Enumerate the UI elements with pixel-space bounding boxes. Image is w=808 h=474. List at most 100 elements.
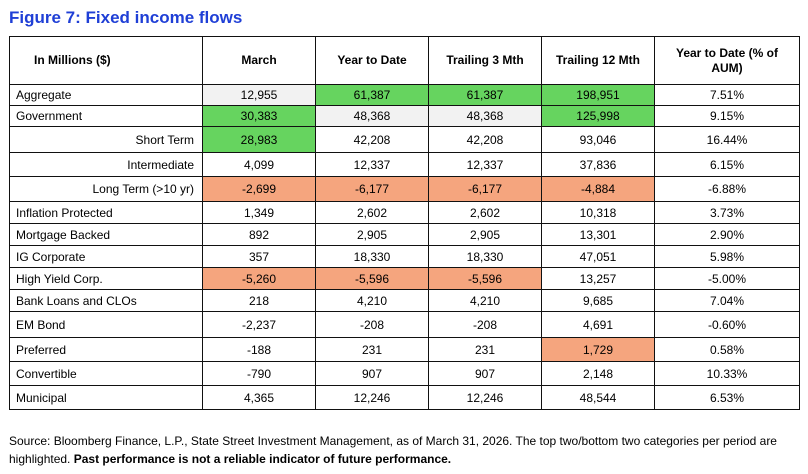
header-trailing-3: Trailing 3 Mth <box>428 36 542 85</box>
row-label: Long Term (>10 yr) <box>9 176 203 202</box>
row-label: Bank Loans and CLOs <box>9 289 203 312</box>
cell-ytd-aum: 10.33% <box>654 361 800 386</box>
row-label: High Yield Corp. <box>9 267 203 290</box>
cell-march: -5,260 <box>202 267 316 290</box>
cell-ytd-aum: -5.00% <box>654 267 800 290</box>
cell-trailing-3: 12,337 <box>428 152 542 177</box>
cell-trailing-3: 907 <box>428 361 542 386</box>
cell-trailing-12: 93,046 <box>541 126 655 153</box>
cell-ytd-aum: 6.15% <box>654 152 800 177</box>
header-row: In Millions ($) March Year to Date Trail… <box>9 36 800 85</box>
cell-trailing-12: -4,884 <box>541 176 655 202</box>
cell-march: 4,099 <box>202 152 316 177</box>
header-trailing-12: Trailing 12 Mth <box>541 36 655 85</box>
figure-title: Figure 7: Fixed income flows <box>9 8 243 27</box>
cell-trailing-12: 37,836 <box>541 152 655 177</box>
cell-trailing-12: 48,544 <box>541 385 655 410</box>
row-label: Intermediate <box>9 152 203 177</box>
cell-trailing-12: 13,257 <box>541 267 655 290</box>
table-row: Intermediate 4,099 12,337 12,337 37,836 6.15% <box>9 152 800 177</box>
cell-ytd-aum: 7.04% <box>654 289 800 312</box>
cell-trailing-3: 42,208 <box>428 126 542 153</box>
table-row: Municipal 4,365 12,246 12,246 48,544 6.53% <box>9 385 800 410</box>
header-march: March <box>202 36 316 85</box>
cell-trailing-3: -6,177 <box>428 176 542 202</box>
disclaimer-text: Past performance is not a reliable indic… <box>73 452 452 466</box>
cell-trailing-12: 198,951 <box>541 84 655 106</box>
cell-ytd-aum: 2.90% <box>654 223 800 246</box>
row-label: Inflation Protected <box>9 201 203 224</box>
cell-ytd-aum: 5.98% <box>654 245 800 268</box>
header-label: In Millions ($) <box>9 36 203 85</box>
cell-ytd-aum: -0.60% <box>654 311 800 338</box>
table-row: High Yield Corp. -5,260 -5,596 -5,596 13,257… <box>9 267 800 290</box>
cell-trailing-12: 1,729 <box>541 337 655 362</box>
cell-march: 1,349 <box>202 201 316 224</box>
cell-march: -188 <box>202 337 316 362</box>
cell-trailing-3: 2,905 <box>428 223 542 246</box>
row-label: Mortgage Backed <box>9 223 203 246</box>
cell-trailing-3: 4,210 <box>428 289 542 312</box>
table-row: EM Bond -2,237 -208 -208 4,691 -0.60% <box>9 311 800 338</box>
table-row: Bank Loans and CLOs 218 4,210 4,210 9,685 7.0… <box>9 289 800 312</box>
cell-ytd: 61,387 <box>315 84 429 106</box>
row-label: Preferred <box>9 337 203 362</box>
cell-march: 4,365 <box>202 385 316 410</box>
cell-ytd-aum: 6.53% <box>654 385 800 410</box>
cell-trailing-12: 47,051 <box>541 245 655 268</box>
cell-march: -2,237 <box>202 311 316 338</box>
cell-march: -790 <box>202 361 316 386</box>
source-note: Source: Bloomberg Finance, L.P., State S… <box>9 432 799 468</box>
cell-trailing-3: 18,330 <box>428 245 542 268</box>
cell-ytd: 2,905 <box>315 223 429 246</box>
cell-ytd-aum: 9.15% <box>654 105 800 127</box>
cell-trailing-3: 2,602 <box>428 201 542 224</box>
row-label: Government <box>9 105 203 127</box>
cell-trailing-12: 4,691 <box>541 311 655 338</box>
cell-ytd: 12,337 <box>315 152 429 177</box>
cell-march: 218 <box>202 289 316 312</box>
cell-trailing-12: 10,318 <box>541 201 655 224</box>
cell-march: 28,983 <box>202 126 316 153</box>
cell-ytd: 2,602 <box>315 201 429 224</box>
cell-trailing-3: 231 <box>428 337 542 362</box>
cell-ytd: 907 <box>315 361 429 386</box>
cell-march: -2,699 <box>202 176 316 202</box>
table-row: Inflation Protected 1,349 2,602 2,602 10,318… <box>9 201 800 224</box>
header-ytd-aum: Year to Date (% of AUM) <box>654 36 800 85</box>
table-row: IG Corporate 357 18,330 18,330 47,051 5.98% <box>9 245 800 268</box>
cell-ytd: 42,208 <box>315 126 429 153</box>
table-row: Short Term 28,983 42,208 42,208 93,046 16.44% <box>9 126 800 153</box>
cell-march: 12,955 <box>202 84 316 106</box>
cell-ytd: -5,596 <box>315 267 429 290</box>
cell-trailing-3: 48,368 <box>428 105 542 127</box>
cell-ytd: -208 <box>315 311 429 338</box>
cell-trailing-3: 61,387 <box>428 84 542 106</box>
cell-ytd-aum: 16.44% <box>654 126 800 153</box>
row-label: Municipal <box>9 385 203 410</box>
cell-trailing-12: 13,301 <box>541 223 655 246</box>
cell-ytd-aum: 7.51% <box>654 84 800 106</box>
row-label: EM Bond <box>9 311 203 338</box>
fixed-income-flows-table: In Millions ($) March Year to Date Trail… <box>9 36 800 410</box>
cell-trailing-12: 9,685 <box>541 289 655 312</box>
table-row: Mortgage Backed 892 2,905 2,905 13,301 2.90% <box>9 223 800 246</box>
cell-ytd: 18,330 <box>315 245 429 268</box>
cell-ytd: 12,246 <box>315 385 429 410</box>
cell-march: 357 <box>202 245 316 268</box>
header-ytd: Year to Date <box>315 36 429 85</box>
row-label: Aggregate <box>9 84 203 106</box>
row-label: Convertible <box>9 361 203 386</box>
cell-trailing-3: -208 <box>428 311 542 338</box>
table-row: Long Term (>10 yr) -2,699 -6,177 -6,177 -4,8… <box>9 176 800 202</box>
cell-trailing-12: 125,998 <box>541 105 655 127</box>
cell-ytd-aum: -6.88% <box>654 176 800 202</box>
cell-trailing-3: -5,596 <box>428 267 542 290</box>
cell-march: 892 <box>202 223 316 246</box>
source-text: Source: Bloomberg Finance, L.P., State S… <box>9 434 777 466</box>
cell-ytd-aum: 0.58% <box>654 337 800 362</box>
cell-ytd-aum: 3.73% <box>654 201 800 224</box>
cell-ytd: 231 <box>315 337 429 362</box>
cell-ytd: 4,210 <box>315 289 429 312</box>
table-row: Aggregate 12,955 61,387 61,387 198,951 7.51% <box>9 84 800 106</box>
